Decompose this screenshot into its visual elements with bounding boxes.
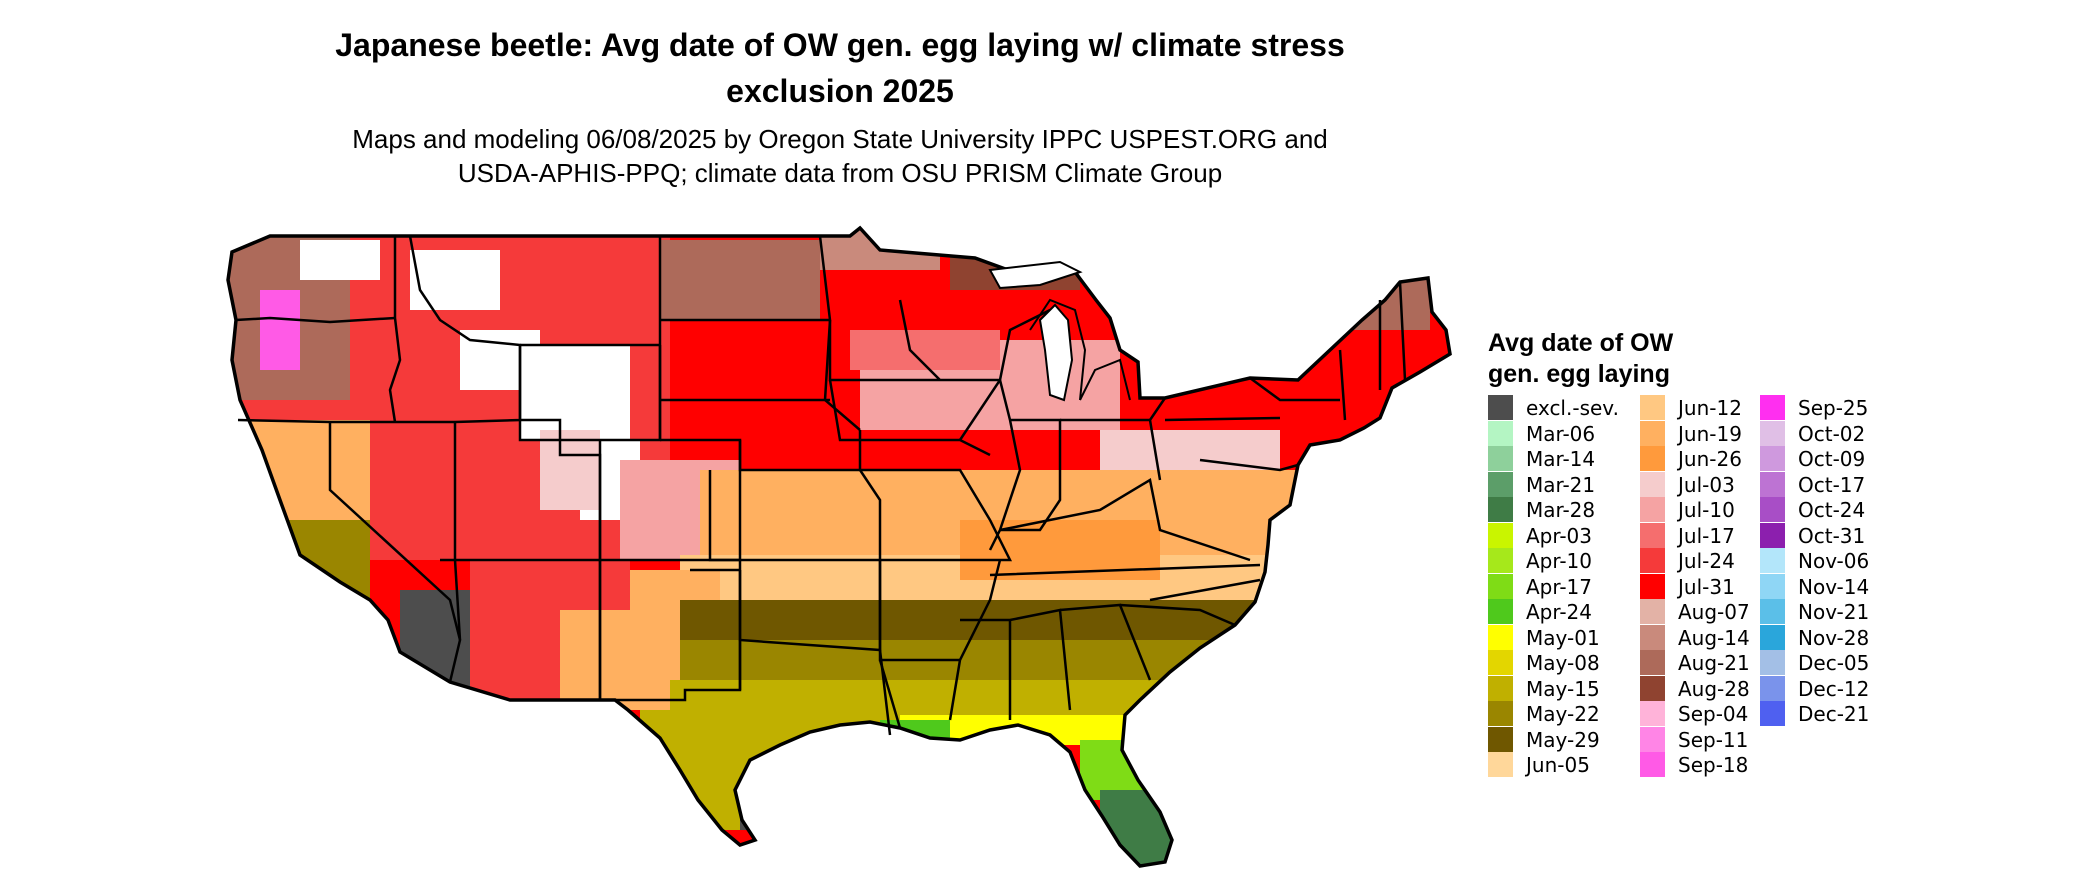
legend-label: Sep-18	[1678, 753, 1749, 777]
legend-label: Dec-05	[1798, 651, 1870, 675]
legend-label: Nov-21	[1798, 600, 1870, 624]
legend-title: Avg date of OW gen. egg laying	[1488, 328, 1673, 390]
legend-label: Aug-21	[1678, 651, 1750, 675]
legend-label: Oct-24	[1798, 498, 1866, 522]
legend-swatch	[1640, 573, 1665, 599]
legend-swatch	[1488, 420, 1513, 446]
legend-label: Jun-19	[1678, 421, 1742, 446]
map-subtitle-line2: USDA-APHIS-PPQ; climate data from OSU PR…	[457, 158, 1223, 188]
legend-label: Jul-03	[1678, 472, 1735, 497]
legend-swatch	[1760, 650, 1785, 675]
legend-swatch	[1640, 471, 1665, 497]
legend-label: Dec-12	[1798, 676, 1870, 701]
legend-swatch	[1640, 395, 1665, 420]
legend-label: Jul-10	[1678, 498, 1735, 522]
legend-swatch	[1488, 497, 1513, 522]
legend-swatch	[1760, 599, 1785, 624]
legend-title-line1: Avg date of OW	[1488, 329, 1674, 357]
legend-swatch	[1488, 599, 1513, 624]
legend-swatch	[1640, 497, 1665, 522]
legend-swatch	[1640, 420, 1665, 446]
legend-swatch	[1760, 497, 1785, 522]
legend-swatch	[1488, 471, 1513, 497]
legend-label: excl.-sev.	[1526, 396, 1619, 420]
legend-label: Jun-05	[1526, 753, 1590, 777]
legend-label: Jul-24	[1678, 549, 1735, 573]
legend-swatch	[1488, 395, 1513, 420]
legend-label: May-29	[1526, 727, 1600, 752]
legend-label: Mar-14	[1526, 447, 1596, 471]
legend-label: May-08	[1526, 651, 1600, 675]
legend-swatch	[1488, 752, 1513, 777]
legend-label: Jul-17	[1678, 523, 1735, 548]
legend-swatch	[1488, 446, 1513, 471]
legend-label: Sep-11	[1678, 727, 1749, 752]
legend-swatch	[1760, 624, 1785, 650]
legend-swatch	[1640, 446, 1665, 471]
legend-label: Apr-17	[1526, 574, 1592, 599]
legend-label: Aug-07	[1678, 600, 1750, 624]
legend-swatch	[1760, 701, 1785, 726]
legend-label: Nov-14	[1798, 574, 1870, 599]
legend-swatch	[1760, 548, 1785, 573]
legend-label: Aug-28	[1678, 676, 1750, 701]
legend-swatch	[1488, 548, 1513, 573]
legend-swatch	[1488, 701, 1513, 726]
legend-label: Nov-28	[1798, 625, 1870, 650]
legend-swatch	[1640, 701, 1665, 726]
legend-label: Mar-28	[1526, 498, 1596, 522]
legend-label: Jul-31	[1678, 574, 1735, 599]
legend-label: Apr-03	[1526, 523, 1592, 548]
legend-label: Oct-09	[1798, 447, 1866, 471]
legend-label: Jun-26	[1678, 447, 1742, 471]
legend-label: Nov-06	[1798, 549, 1870, 573]
legend-swatch	[1760, 446, 1785, 471]
legend-label: Mar-21	[1526, 472, 1596, 497]
legend-label: Oct-31	[1798, 523, 1866, 548]
legend-label: May-22	[1526, 702, 1600, 726]
legend-swatch	[1760, 675, 1785, 701]
legend-swatch	[1488, 726, 1513, 752]
map-subtitle: Maps and modeling 06/08/2025 by Oregon S…	[230, 122, 1450, 190]
legend-swatch	[1640, 752, 1665, 777]
legend-swatch	[1760, 522, 1785, 548]
legend-label: Apr-10	[1526, 549, 1592, 573]
legend-label: Sep-25	[1798, 396, 1869, 420]
legend-swatch	[1640, 624, 1665, 650]
legend-swatch	[1488, 522, 1513, 548]
legend-swatch	[1488, 675, 1513, 701]
legend-label: Mar-06	[1526, 421, 1596, 446]
map-title: Japanese beetle: Avg date of OW gen. egg…	[230, 22, 1450, 114]
legend-label: Oct-17	[1798, 472, 1866, 497]
legend-swatch	[1488, 624, 1513, 650]
legend-swatch	[1488, 573, 1513, 599]
legend-label: Dec-21	[1798, 702, 1870, 726]
legend-swatch	[1488, 650, 1513, 675]
map-title-line2: exclusion 2025	[726, 73, 954, 109]
state-boundaries	[226, 225, 1452, 868]
legend-swatch	[1760, 573, 1785, 599]
legend-label: Oct-02	[1798, 421, 1866, 446]
legend-title-line2: gen. egg laying	[1488, 360, 1670, 388]
legend-swatch	[1640, 726, 1665, 752]
legend-label: Aug-14	[1678, 625, 1750, 650]
great-lakes	[988, 260, 1083, 402]
legend-swatch	[1640, 599, 1665, 624]
legend-label: May-15	[1526, 676, 1600, 701]
legend-swatch	[1760, 420, 1785, 446]
map-title-line1: Japanese beetle: Avg date of OW gen. egg…	[335, 27, 1345, 63]
legend-label: Apr-24	[1526, 600, 1592, 624]
map-subtitle-line1: Maps and modeling 06/08/2025 by Oregon S…	[352, 124, 1328, 154]
legend-swatch	[1760, 471, 1785, 497]
legend-swatch	[1640, 650, 1665, 675]
legend-swatch	[1640, 548, 1665, 573]
legend-label: Sep-04	[1678, 702, 1749, 726]
legend-swatch	[1640, 522, 1665, 548]
legend-label: Jun-12	[1678, 396, 1742, 420]
legend-swatch	[1760, 395, 1785, 420]
legend-swatch	[1640, 675, 1665, 701]
legend-label: May-01	[1526, 625, 1600, 650]
